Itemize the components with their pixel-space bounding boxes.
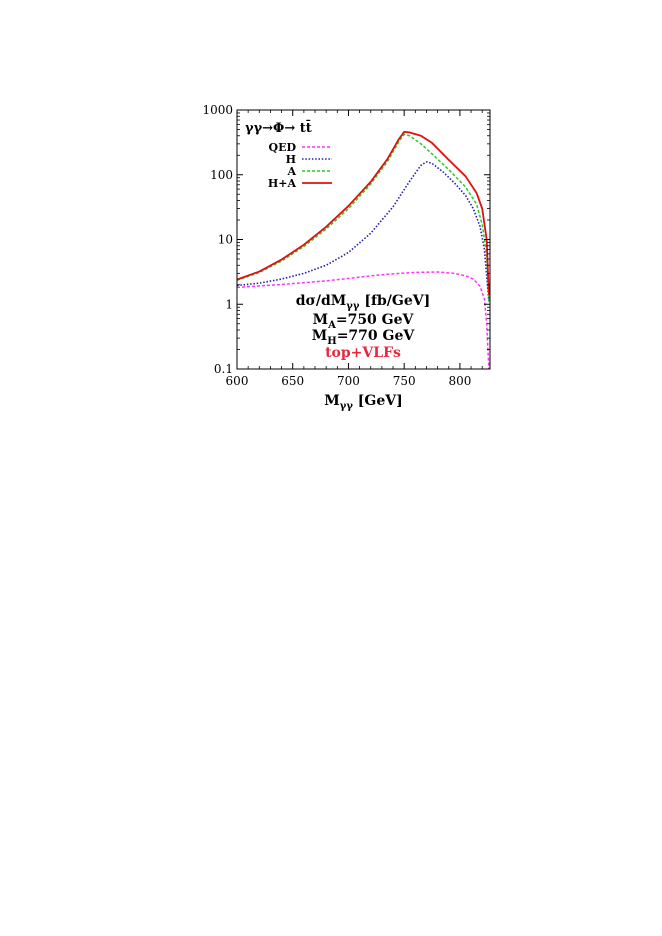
y-tick-label: 100 — [210, 168, 233, 182]
ma-annotation: MA=750 GeV — [313, 312, 415, 331]
x-tick-label: 650 — [281, 374, 304, 388]
x-tick-label: 800 — [448, 374, 471, 388]
mh-annotation: MH=770 GeV — [312, 328, 416, 347]
x-tick-label: 600 — [226, 374, 249, 388]
legend-label: A — [286, 165, 296, 178]
series-line-qed — [237, 271, 490, 369]
series-line-h-a — [237, 130, 490, 295]
y-tick-label: 10 — [218, 233, 233, 247]
series-line-a — [237, 133, 490, 302]
x-tick-label: 700 — [337, 374, 360, 388]
plot-area — [237, 130, 490, 369]
chart-title: γγ→Φ→ tt̄ — [245, 119, 312, 136]
ylabel-annotation: dσ/dMγγ [fb/GeV] — [296, 293, 431, 312]
legend-label: H+A — [268, 177, 297, 190]
y-tick-label: 0.1 — [214, 362, 233, 376]
y-tick-label: 1000 — [202, 103, 233, 117]
legend-label: H — [286, 153, 296, 166]
series-line-h — [237, 161, 490, 302]
x-axis-label: Mγγ [GeV] — [324, 393, 403, 412]
y-tick-label: 1 — [225, 297, 233, 311]
model-annotation: top+VLFs — [325, 345, 401, 361]
x-tick-label: 750 — [393, 374, 416, 388]
axes: 600 650 700 750 800 0.1 1 10 100 1000 Mγγ [GeV] — [202, 103, 491, 412]
legend-label: QED — [268, 141, 296, 154]
